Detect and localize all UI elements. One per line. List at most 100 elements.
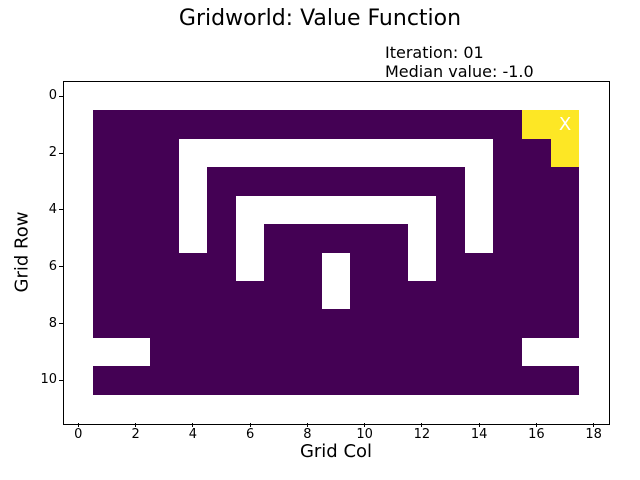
value-cell xyxy=(551,253,579,281)
y-axis-label: Grid Row xyxy=(11,211,33,293)
value-cell xyxy=(493,110,522,139)
value-cell xyxy=(379,110,408,139)
value-cell xyxy=(293,224,322,253)
y-tick-label: 0 xyxy=(48,88,57,104)
goal-cell xyxy=(522,110,551,139)
value-cell xyxy=(236,309,264,338)
y-tick-mark xyxy=(59,95,63,97)
value-cell xyxy=(522,309,551,338)
value-cell xyxy=(207,167,236,196)
value-cell xyxy=(350,309,379,338)
value-cell xyxy=(322,110,350,139)
value-cell xyxy=(436,309,465,338)
value-cell xyxy=(150,281,179,309)
value-cell xyxy=(493,309,522,338)
value-cell xyxy=(121,281,150,309)
goal-marker-x: X xyxy=(558,113,572,135)
value-cell xyxy=(522,224,551,253)
value-cell xyxy=(522,281,551,309)
x-tick-mark xyxy=(593,423,595,427)
value-cell xyxy=(150,366,179,395)
value-cell xyxy=(293,281,322,309)
value-cell xyxy=(379,224,408,253)
x-tick-mark xyxy=(421,423,423,427)
value-cell xyxy=(436,366,465,395)
value-cell xyxy=(436,196,465,224)
value-cell xyxy=(322,224,350,253)
value-cell xyxy=(264,167,293,196)
value-cell xyxy=(293,110,322,139)
value-cell xyxy=(551,224,579,253)
y-tick-label: 2 xyxy=(48,145,57,161)
y-tick-label: 6 xyxy=(48,258,57,274)
value-cell xyxy=(551,167,579,196)
goal-cell xyxy=(551,139,579,167)
x-tick-label: 16 xyxy=(528,427,545,442)
value-cell xyxy=(179,110,207,139)
value-cell xyxy=(379,338,408,366)
value-cell xyxy=(93,167,121,196)
value-cell xyxy=(264,338,293,366)
value-cell xyxy=(522,139,551,167)
value-cell xyxy=(493,167,522,196)
value-cell xyxy=(236,366,264,395)
value-cell xyxy=(322,338,350,366)
value-cell xyxy=(93,309,121,338)
value-cell xyxy=(465,366,493,395)
y-tick-mark xyxy=(59,266,63,268)
value-cell xyxy=(93,281,121,309)
value-cell xyxy=(465,309,493,338)
median-value-annotation: Median value: -1.0 xyxy=(385,62,534,81)
x-tick-label: 14 xyxy=(470,427,488,442)
goal-cell xyxy=(551,110,579,139)
y-tick-label: 10 xyxy=(40,372,57,388)
iteration-annotation: Iteration: 01 xyxy=(385,43,484,62)
x-tick-mark xyxy=(306,423,308,427)
value-cell xyxy=(179,281,207,309)
x-axis-label: Grid Col xyxy=(299,441,373,462)
value-cell xyxy=(293,366,322,395)
value-cell xyxy=(207,309,236,338)
x-tick-label: 6 xyxy=(245,427,255,442)
value-cell xyxy=(493,366,522,395)
value-cell xyxy=(408,309,436,338)
value-cell xyxy=(236,110,264,139)
value-cell xyxy=(150,139,179,167)
x-tick-label: 10 xyxy=(356,427,373,442)
value-cell xyxy=(350,253,379,281)
value-cell xyxy=(264,253,293,281)
y-tick-label: 4 xyxy=(48,201,57,217)
value-cell xyxy=(350,224,379,253)
value-cell xyxy=(350,366,379,395)
value-cell xyxy=(350,167,379,196)
value-cell xyxy=(436,281,465,309)
value-cell xyxy=(379,281,408,309)
value-cell xyxy=(150,110,179,139)
value-cell xyxy=(179,338,207,366)
value-cell xyxy=(408,110,436,139)
value-cell xyxy=(179,253,207,281)
y-tick-label: 8 xyxy=(48,315,57,331)
value-cell xyxy=(93,224,121,253)
value-cell xyxy=(350,281,379,309)
heatmap-cells: X xyxy=(64,82,608,423)
value-cell xyxy=(436,338,465,366)
value-cell xyxy=(264,366,293,395)
value-cell xyxy=(322,167,350,196)
value-cell xyxy=(408,338,436,366)
value-cell xyxy=(121,253,150,281)
value-cell xyxy=(522,253,551,281)
value-cell xyxy=(236,281,264,309)
value-cell xyxy=(493,196,522,224)
value-cell xyxy=(293,253,322,281)
value-cell xyxy=(207,338,236,366)
value-cell xyxy=(150,196,179,224)
value-cell xyxy=(121,224,150,253)
value-cell xyxy=(408,167,436,196)
x-tick-mark xyxy=(135,423,137,427)
value-cell xyxy=(150,338,179,366)
y-tick-mark xyxy=(59,323,63,325)
value-cell xyxy=(436,253,465,281)
value-cell xyxy=(551,196,579,224)
